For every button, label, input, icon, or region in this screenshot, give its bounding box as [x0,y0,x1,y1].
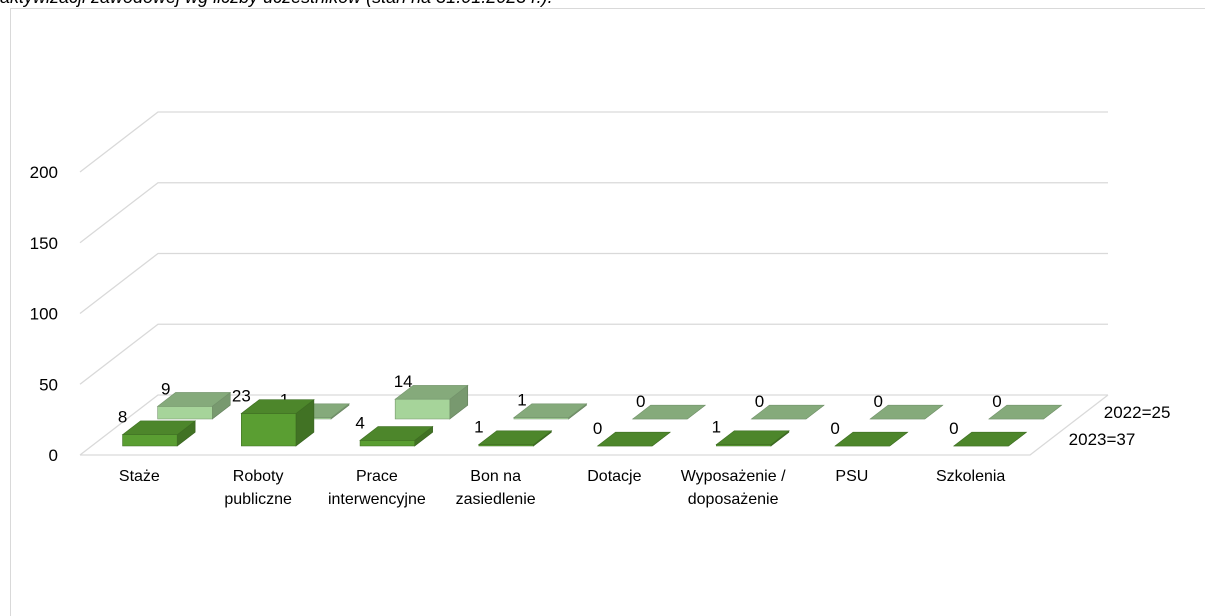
bar-top [750,404,825,420]
data-label: 14 [394,372,413,391]
floor-edge [80,394,1109,456]
bar-top [631,404,707,420]
series-label: 2022=25 [1104,403,1171,422]
bar-top [715,430,790,445]
data-label: 0 [755,392,764,411]
x-tick-label: Staże [118,468,160,485]
x-tick-label: Roboty publiczne [224,468,292,508]
data-label: 0 [949,419,958,438]
data-label: 23 [232,386,251,405]
bar-front [394,398,451,420]
bar-top [240,399,315,414]
y-tick-label: 200 [30,163,58,182]
chart-border [10,8,1205,616]
bar-top [156,392,232,407]
bar-top [869,404,944,420]
data-label: 0 [830,419,839,438]
data-label: 0 [636,392,645,411]
bar-top [834,431,909,447]
x-tick-label: Wyposażenie / doposażenie [680,468,786,508]
data-label: 8 [118,408,127,427]
bar-top [988,404,1063,420]
grid-line [79,182,1108,244]
y-tick-label: 100 [30,305,58,324]
bar-top [394,385,469,400]
grid-line [79,394,1108,456]
bar-top [596,431,672,447]
data-label: 1 [712,418,721,437]
data-label: 1 [474,418,483,437]
data-label: 0 [593,419,602,438]
x-tick-label: Szkolenia [935,468,1006,485]
x-tick-label: Bon na zasiedlenie [455,468,536,508]
x-tick-label: Dotacje [587,468,642,485]
x-tick-label: PSU [835,468,869,485]
y-tick-label: 0 [49,446,58,465]
bar-front [122,434,178,447]
bar-top [513,403,588,418]
bar-front [241,413,297,447]
bar-front [157,405,213,420]
data-label: 0 [992,392,1001,411]
bar-top [477,430,553,445]
bar-top [121,420,197,435]
bar-top [359,426,434,441]
grid-line [79,111,1108,173]
bar-top [952,431,1028,447]
y-tick-label: 50 [39,375,58,394]
x-tick-label: Prace interwencyjne [327,468,426,508]
data-label: 4 [355,413,364,432]
grid-line [79,323,1108,385]
data-label: 1 [517,391,526,410]
chart-title: aktywizacji zawodowej wg liczby uczestni… [0,0,553,8]
bar-front [359,440,416,447]
y-tick-label: 150 [30,234,58,253]
data-label: 9 [161,379,170,398]
grid-line [79,252,1108,315]
series-label: 2023=37 [1069,430,1136,449]
data-label: 0 [873,392,882,411]
